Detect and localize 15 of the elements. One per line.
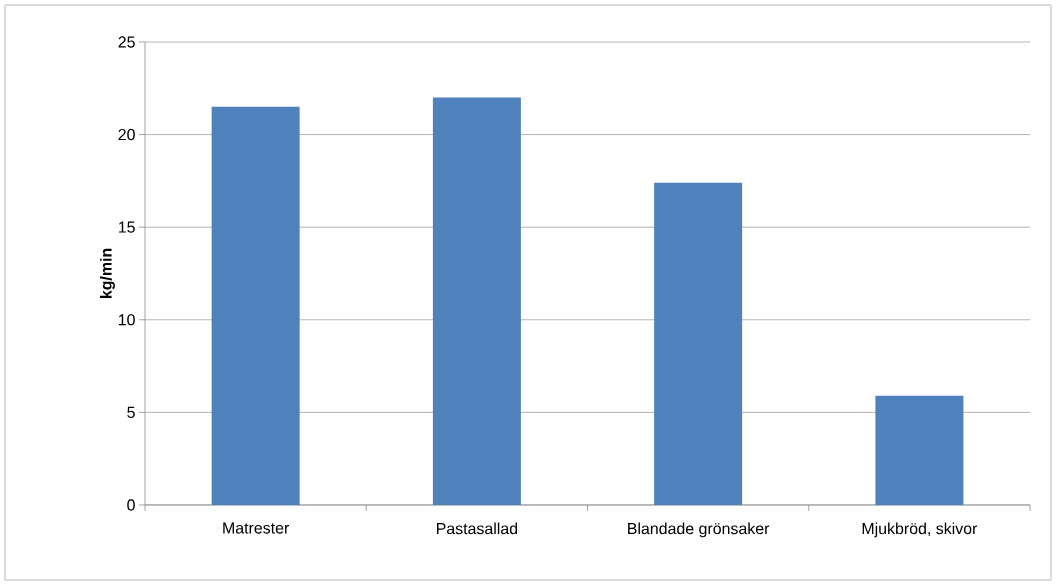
y-tick-label: 15 (118, 221, 135, 233)
y-tick-label: 20 (118, 128, 135, 141)
x-tick-label: Pastasallad (436, 522, 518, 535)
y-axis-title: kg/min (100, 248, 115, 299)
y-tick-label: 0 (127, 499, 135, 511)
y-tick-label: 5 (127, 406, 135, 418)
bar (654, 182, 743, 505)
x-tick-label: Matrester (223, 522, 290, 534)
bar (432, 97, 521, 505)
x-tick-label: Mjukbröd, skivor (862, 522, 978, 538)
x-tick-label: Blandade grönsaker (628, 522, 770, 538)
bar (211, 106, 300, 505)
y-tick-label: 25 (118, 36, 135, 48)
bar (875, 395, 964, 505)
y-tick-label: 10 (118, 314, 135, 326)
